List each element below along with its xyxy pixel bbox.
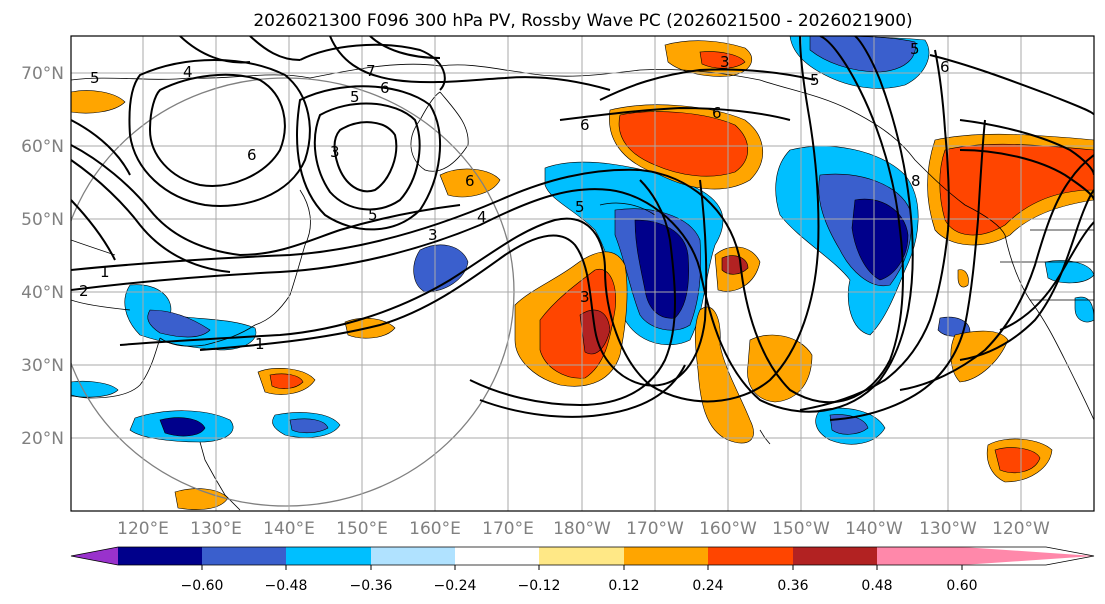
contour-label: 6 <box>465 172 475 190</box>
colorbar-tick-label: 0.36 <box>777 578 808 594</box>
lon-label: 150°W <box>772 519 830 539</box>
contour-label: 5 <box>575 198 585 216</box>
lon-label: 160°W <box>699 519 757 539</box>
contour-label: 3 <box>720 53 730 71</box>
colorbar-tick-label: 0.24 <box>692 578 723 594</box>
colorbar-extend-high <box>962 547 1094 565</box>
lon-label: 120°E <box>117 519 169 539</box>
contour-label: 6 <box>712 104 722 122</box>
contour-label: 3 <box>580 288 590 306</box>
contour-label: 6 <box>380 79 390 97</box>
map-title: 2026021300 F096 300 hPa PV, Rossby Wave … <box>253 11 912 31</box>
lat-label: 30°N <box>21 356 64 376</box>
colorbar-segment <box>708 547 793 565</box>
colorbar-segment <box>202 547 286 565</box>
colorbar-segment <box>371 547 455 565</box>
contour-label: 6 <box>247 146 257 164</box>
contour-label: 2 <box>79 282 89 300</box>
contour-label: 6 <box>580 116 590 134</box>
lon-label: 170°E <box>482 519 534 539</box>
lon-label: 150°E <box>336 519 388 539</box>
lat-label: 70°N <box>21 64 64 84</box>
contour-label: 8 <box>911 172 921 190</box>
contour-label: 6 <box>940 58 950 76</box>
map-frame <box>70 35 1095 512</box>
lon-label: 140°E <box>263 519 315 539</box>
colorbar-tick-label: −0.36 <box>350 578 393 594</box>
lon-label: 140°W <box>845 519 903 539</box>
contour-label: 4 <box>183 63 193 81</box>
colorbar-segment <box>286 547 371 565</box>
lat-label: 20°N <box>21 429 64 449</box>
lon-label: 120°W <box>992 519 1050 539</box>
colorbar-tick-label: 0.12 <box>608 578 639 594</box>
colorbar-segment <box>877 547 962 565</box>
pv-contours <box>71 36 1094 421</box>
colorbar-tick-label: −0.24 <box>434 578 477 594</box>
contour-labels: 5 4 7 5 6 6 3 5 3 6 4 6 5 5 1 2 1 3 6 5 … <box>79 40 950 353</box>
colorbar-segment <box>539 547 624 565</box>
contour-label: 5 <box>368 206 378 224</box>
colorbar-tick-label: 0.48 <box>861 578 892 594</box>
lat-label: 50°N <box>21 210 64 230</box>
colorbar-segment <box>118 547 202 565</box>
colorbar-segment <box>793 547 877 565</box>
contour-label: 3 <box>330 143 340 161</box>
lon-label: 170°W <box>626 519 684 539</box>
longitude-labels: 120°E 130°E 140°E 150°E 160°E 170°E 180°… <box>117 519 1050 539</box>
lon-label: 130°W <box>919 519 977 539</box>
lon-label: 160°E <box>409 519 461 539</box>
coastlines <box>71 63 1094 511</box>
map-area: 5 4 7 5 6 6 3 5 3 6 4 6 5 5 1 2 1 3 6 5 … <box>71 36 1094 511</box>
colorbar-tick-label: −0.48 <box>265 578 308 594</box>
latitude-labels: 70°N 60°N 50°N 40°N 30°N 20°N <box>21 64 64 449</box>
contour-label: 5 <box>810 71 820 89</box>
colorbar-segment <box>624 547 708 565</box>
colorbar: −0.60 −0.48 −0.36 −0.24 −0.12 0.12 0.24 … <box>70 546 1095 594</box>
contour-label: 3 <box>428 226 438 244</box>
contour-label: 4 <box>477 208 487 226</box>
contour-label: 1 <box>255 335 265 353</box>
colorbar-tick-label: −0.60 <box>181 578 224 594</box>
lon-label: 130°E <box>190 519 242 539</box>
contour-label: 1 <box>100 263 110 281</box>
colorbar-segment <box>455 547 539 565</box>
contour-label: 5 <box>90 69 100 87</box>
colorbar-outline <box>70 546 1095 566</box>
colorbar-tick-label: −0.12 <box>518 578 561 594</box>
colorbar-extend-low <box>71 547 118 565</box>
contour-label: 7 <box>366 62 376 80</box>
colorbar-tick-label: 0.60 <box>946 578 977 594</box>
lon-label: 180°W <box>553 519 611 539</box>
contour-label: 5 <box>350 88 360 106</box>
lat-label: 60°N <box>21 137 64 157</box>
contour-label: 5 <box>910 40 920 58</box>
graticule <box>71 36 1094 511</box>
positive-anomaly-regions <box>71 40 1094 510</box>
negative-anomaly-regions <box>71 36 1094 445</box>
lat-label: 40°N <box>21 283 64 303</box>
